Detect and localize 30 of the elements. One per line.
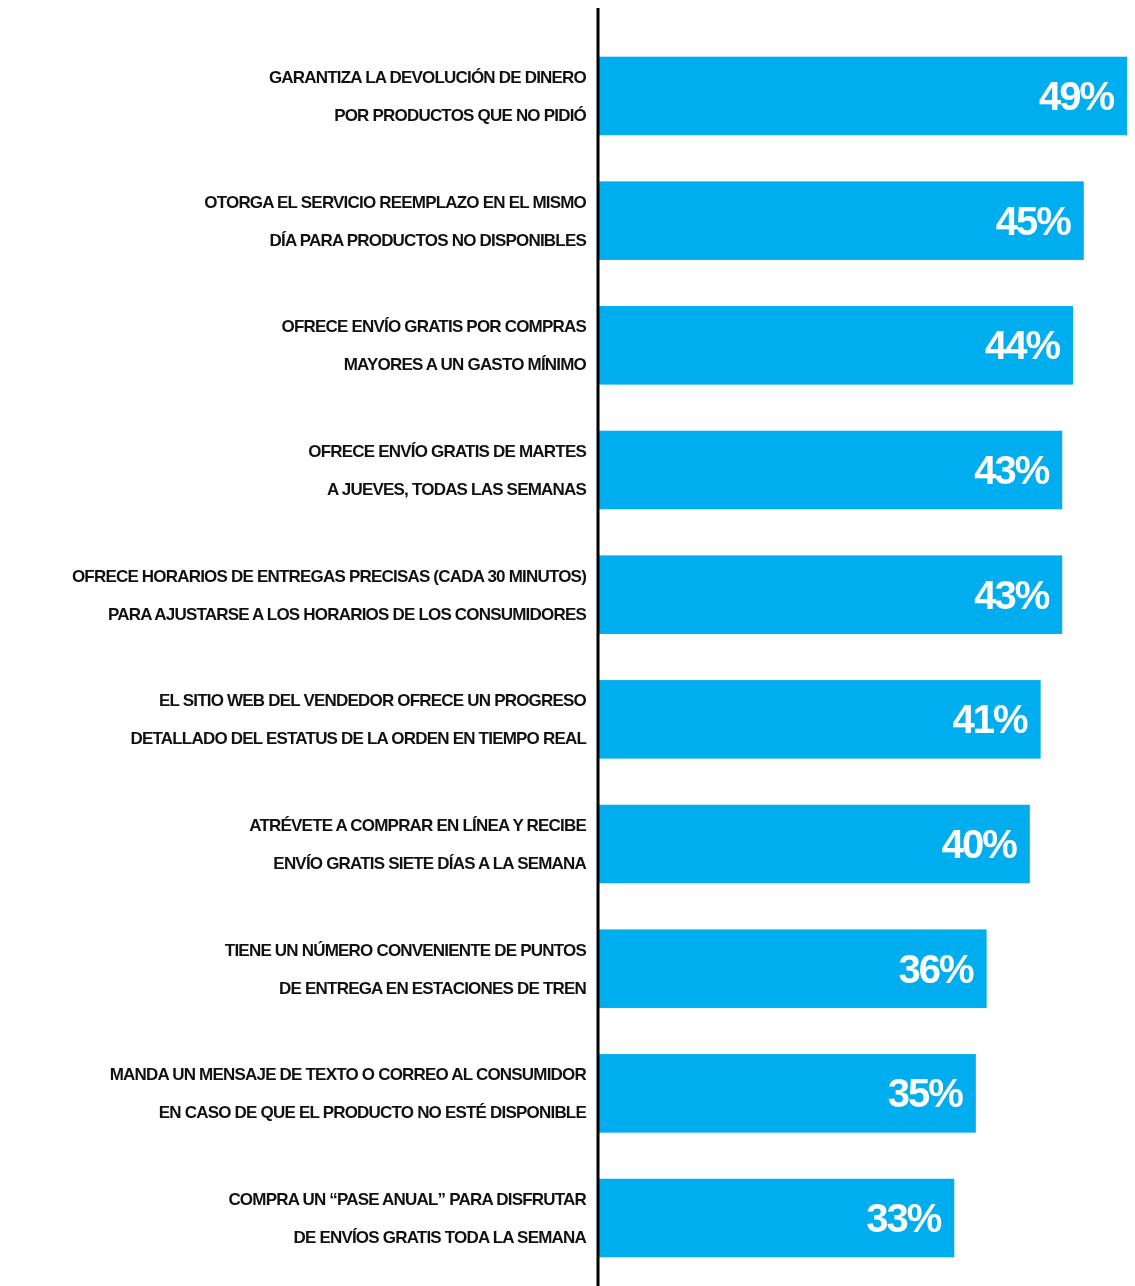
data-label: 33%	[866, 1196, 942, 1241]
data-label: 35%	[887, 1071, 964, 1116]
bar	[598, 804, 1030, 884]
y-tick-label: TIENE UN NÚMERO CONVENIENTE DE PUNTOS DE ENTREGA EN ESTACIONES DE TREN	[224, 940, 587, 998]
data-label: 44%	[984, 323, 1061, 368]
data-label: 41%	[952, 697, 1029, 742]
bar	[598, 1178, 955, 1258]
y-tick-label: OFRECE HORARIOS DE ENTREGAS PRECISAS (CADA 30 MINUTOS) PARA AJUSTARSE A LOS HORARIOS DE LOS CONSUMIDORES	[71, 566, 587, 624]
bar	[598, 929, 987, 1008]
bar	[598, 306, 1074, 385]
bar	[598, 680, 1041, 759]
y-tick-label: OFRECE ENVÍO GRATIS DE MARTES A JUEVES, TODAS LAS SEMANAS	[308, 441, 587, 499]
y-tick-label: COMPRA UN “PASE ANUAL” PARA DISFRUTAR DE ENVÍOS GRATIS TODA LA SEMANA	[228, 1189, 587, 1247]
bar	[598, 181, 1084, 260]
data-label: 43%	[974, 447, 1050, 492]
data-label: 36%	[898, 946, 975, 991]
bar	[598, 555, 1063, 634]
data-label: 43%	[974, 572, 1050, 617]
data-label: 49%	[1038, 73, 1115, 118]
bar	[598, 56, 1127, 136]
bar	[598, 1054, 976, 1133]
y-tick-label: GARANTIZA LA DEVOLUCIÓN DE DINERO POR PRODUCTOS QUE NO PIDIÓ	[268, 67, 587, 125]
y-tick-label: OTORGA EL SERVICIO REEMPLAZO EN EL MISMO DÍA PARA PRODUCTOS NO DISPONIBLES	[204, 192, 587, 250]
data-label: 45%	[995, 198, 1072, 243]
data-label: 40%	[941, 822, 1018, 867]
y-tick-label: OFRECE ENVÍO GRATIS POR COMPRAS MAYORES A UN GASTO MÍNIMO	[281, 317, 587, 375]
bar	[598, 430, 1063, 510]
y-tick-label: ATRÉVETE A COMPRAR EN LÍNEA Y RECIBE ENVÍO GRATIS SIETE DÍAS A LA SEMANA	[249, 815, 587, 873]
y-tick-label: EL SITIO WEB DEL VENDEDOR OFRECE UN PROGRESO DETALLADO DEL ESTATUS DE LA ORDEN EN TIEMPO REAL	[130, 691, 587, 749]
y-tick-label: MANDA UN MENSAJE DE TEXTO O CORREO AL CONSUMIDOR EN CASO DE QUE EL PRODUCTO NO ESTÉ DISPONIBLE	[109, 1065, 587, 1123]
